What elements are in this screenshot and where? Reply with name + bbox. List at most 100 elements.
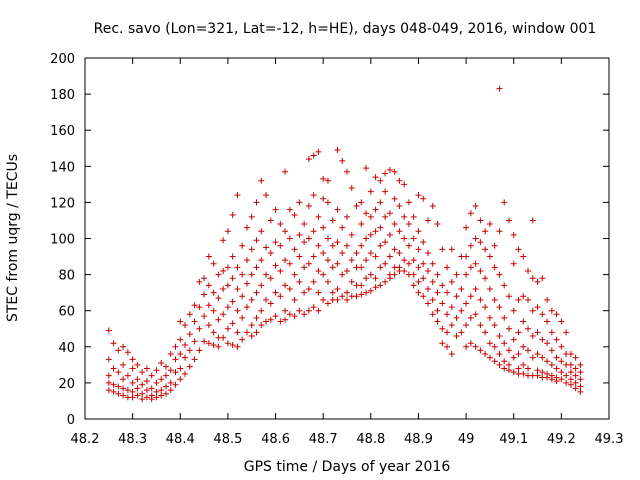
- data-point: [134, 376, 141, 383]
- data-point: [243, 304, 250, 311]
- data-point: [486, 354, 493, 361]
- data-point: [201, 338, 208, 345]
- data-point: [372, 174, 379, 181]
- x-axis-label: GPS time / Days of year 2016: [244, 459, 451, 475]
- data-point: [553, 336, 560, 343]
- data-point: [391, 195, 398, 202]
- y-tick-label: 0: [67, 413, 75, 428]
- data-point: [124, 372, 131, 379]
- data-point: [110, 365, 117, 372]
- data-point: [344, 289, 350, 296]
- data-point: [320, 296, 327, 303]
- y-tick-label: 40: [58, 341, 75, 356]
- data-point: [143, 365, 150, 372]
- data-point: [386, 231, 393, 238]
- data-point: [486, 221, 493, 228]
- data-point: [315, 242, 322, 249]
- data-point: [177, 336, 184, 343]
- data-point: [515, 329, 522, 336]
- data-point: [253, 264, 260, 271]
- data-point: [263, 318, 270, 325]
- data-point: [363, 235, 370, 242]
- data-point: [415, 192, 422, 199]
- data-point: [429, 260, 436, 267]
- data-point: [286, 311, 293, 318]
- data-point: [463, 271, 470, 278]
- data-point: [243, 224, 250, 231]
- data-point: [305, 307, 312, 314]
- data-point: [358, 282, 365, 289]
- data-point: [243, 329, 250, 336]
- data-point: [253, 314, 260, 321]
- y-tick-label: 140: [50, 160, 75, 175]
- data-point: [272, 289, 279, 296]
- data-point: [201, 275, 208, 282]
- data-point: [344, 168, 350, 175]
- data-point: [105, 379, 112, 386]
- data-point: [205, 302, 212, 309]
- data-point: [434, 289, 441, 296]
- data-point: [305, 235, 312, 242]
- data-point: [229, 275, 236, 282]
- data-point: [482, 246, 489, 253]
- data-point: [196, 347, 203, 354]
- data-point: [339, 224, 346, 231]
- data-point: [577, 388, 584, 395]
- data-point: [282, 307, 289, 314]
- data-point: [482, 304, 489, 311]
- data-point: [267, 316, 274, 323]
- data-point: [477, 347, 484, 354]
- x-tick-label: 48.2: [71, 432, 100, 447]
- data-point: [320, 271, 327, 278]
- data-point: [301, 311, 308, 318]
- data-point: [391, 246, 398, 253]
- data-point: [467, 210, 474, 217]
- data-point: [205, 340, 212, 347]
- data-point: [501, 365, 508, 372]
- data-point: [129, 356, 136, 363]
- data-point: [563, 372, 570, 379]
- data-point: [358, 199, 365, 206]
- data-point: [315, 307, 322, 314]
- data-point: [301, 264, 308, 271]
- data-point: [439, 300, 446, 307]
- data-point: [191, 302, 198, 309]
- data-point: [510, 231, 517, 238]
- data-point: [539, 336, 546, 343]
- data-point: [520, 293, 527, 300]
- data-point: [172, 381, 179, 388]
- data-point: [310, 278, 317, 285]
- data-point: [282, 228, 289, 235]
- data-point: [420, 239, 427, 246]
- data-point: [367, 271, 374, 278]
- data-point: [558, 358, 565, 365]
- data-point: [448, 322, 455, 329]
- data-point: [367, 287, 374, 294]
- data-point: [491, 296, 498, 303]
- data-point: [515, 246, 522, 253]
- data-point: [334, 296, 341, 303]
- data-point: [248, 332, 255, 339]
- data-point: [177, 351, 184, 358]
- data-point: [105, 356, 112, 363]
- data-point: [572, 379, 579, 386]
- data-point: [315, 267, 322, 274]
- data-point: [334, 260, 341, 267]
- data-point: [167, 379, 174, 386]
- data-point: [534, 329, 541, 336]
- data-point: [248, 271, 255, 278]
- data-point: [567, 361, 574, 368]
- data-point: [277, 242, 284, 249]
- data-point: [363, 289, 370, 296]
- data-point: [496, 304, 503, 311]
- data-point: [215, 295, 222, 302]
- y-tick-label: 120: [50, 196, 75, 211]
- data-point: [296, 199, 303, 206]
- data-point: [410, 235, 417, 242]
- data-point: [305, 156, 312, 163]
- data-point: [363, 257, 370, 264]
- data-point: [234, 264, 241, 271]
- data-point: [143, 387, 150, 394]
- data-point: [463, 253, 470, 260]
- data-point: [391, 168, 398, 175]
